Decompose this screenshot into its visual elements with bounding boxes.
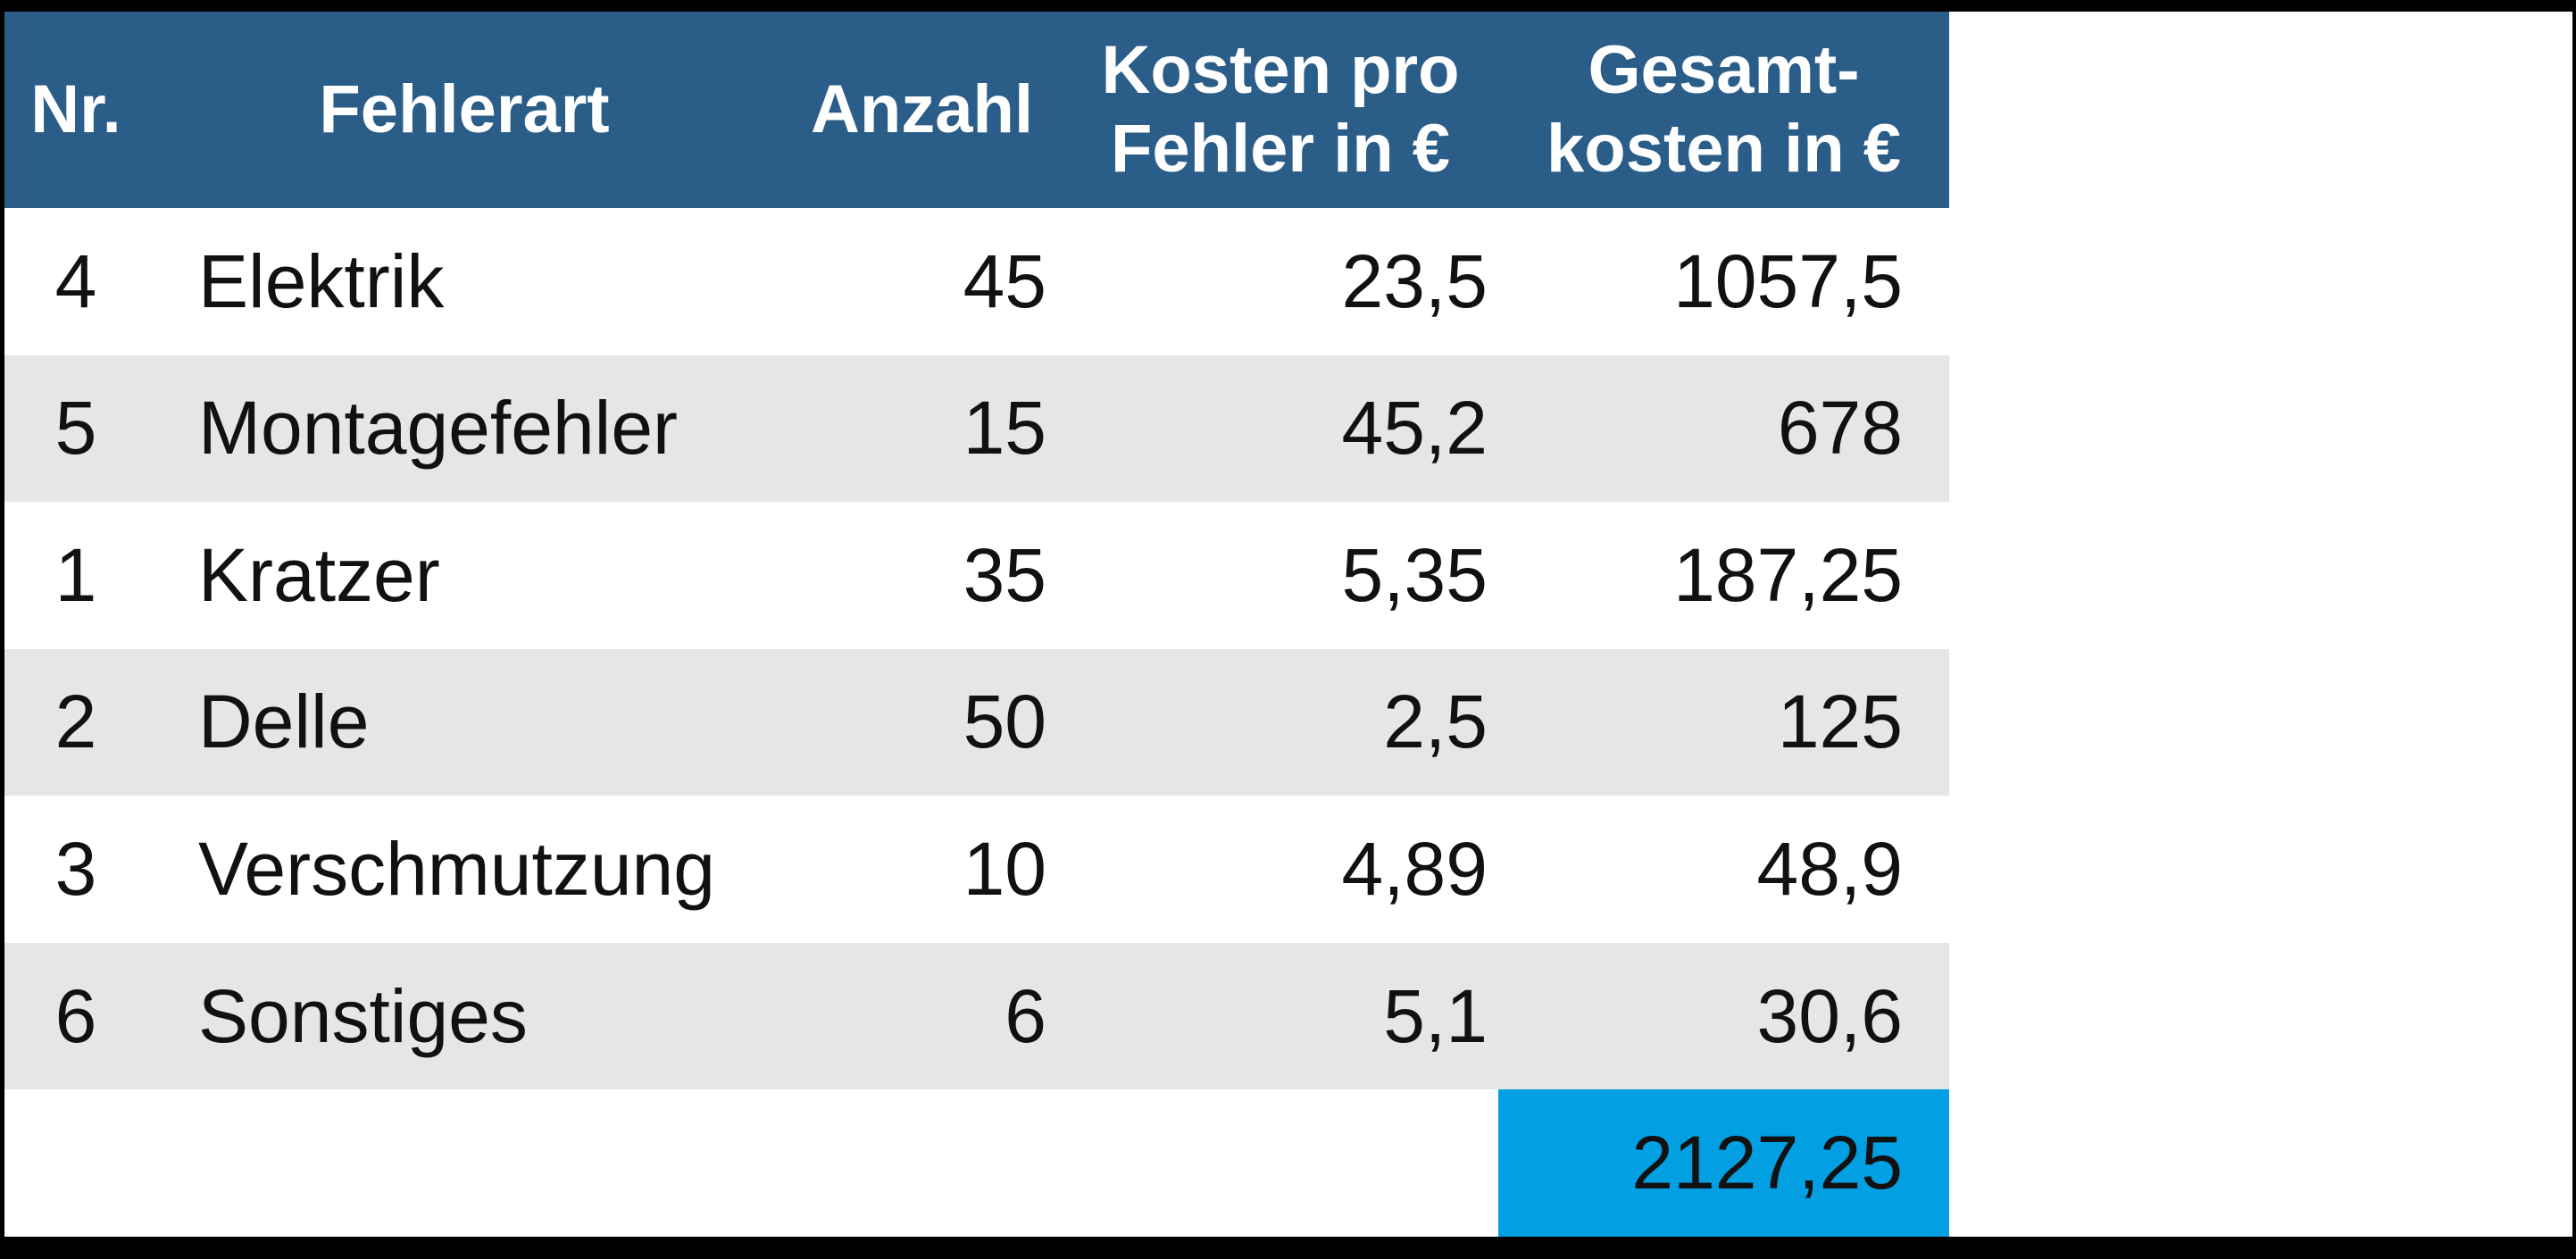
column-header-anzahl: Anzahl xyxy=(781,12,1063,208)
cell-nr: 4 xyxy=(4,208,147,355)
cell-kosten: 45,2 xyxy=(1063,354,1498,503)
total-row-spacer xyxy=(4,1089,147,1237)
column-header-nr: Nr. xyxy=(4,12,147,208)
cell-anzahl: 35 xyxy=(781,502,1063,649)
cell-kosten: 2,5 xyxy=(1063,648,1498,796)
column-header-fehlerart: Fehlerart xyxy=(147,12,781,208)
defect-cost-table: Nr. Fehlerart Anzahl Kosten pro Fehler i… xyxy=(4,12,1949,1237)
cell-kosten: 4,89 xyxy=(1063,796,1498,943)
cell-gesamt: 30,6 xyxy=(1498,942,1949,1090)
cell-kosten: 23,5 xyxy=(1063,208,1498,355)
cell-nr: 3 xyxy=(4,796,147,943)
total-row-spacer xyxy=(147,1089,781,1237)
total-row-spacer xyxy=(781,1089,1063,1237)
white-canvas: Nr. Fehlerart Anzahl Kosten pro Fehler i… xyxy=(4,12,2572,1237)
cell-nr: 5 xyxy=(4,354,147,503)
cell-fehlerart: Sonstiges xyxy=(147,942,781,1090)
cell-nr: 2 xyxy=(4,648,147,796)
column-header-gesamt: Gesamt- kosten in € xyxy=(1498,12,1949,208)
cell-nr: 6 xyxy=(4,942,147,1090)
cell-fehlerart: Verschmutzung xyxy=(147,796,781,943)
cell-gesamt: 48,9 xyxy=(1498,796,1949,943)
column-header-kosten: Kosten pro Fehler in € xyxy=(1063,12,1498,208)
total-gesamtkosten-value: 2127,25 xyxy=(1498,1089,1949,1237)
cell-gesamt: 187,25 xyxy=(1498,502,1949,649)
cell-nr: 1 xyxy=(4,502,147,649)
total-row-spacer xyxy=(1063,1089,1498,1237)
cell-fehlerart: Montagefehler xyxy=(147,354,781,503)
cell-kosten: 5,1 xyxy=(1063,942,1498,1090)
cell-anzahl: 50 xyxy=(781,648,1063,796)
cell-anzahl: 45 xyxy=(781,208,1063,355)
cell-kosten: 5,35 xyxy=(1063,502,1498,649)
cell-gesamt: 125 xyxy=(1498,648,1949,796)
cell-gesamt: 678 xyxy=(1498,354,1949,503)
cell-gesamt: 1057,5 xyxy=(1498,208,1949,355)
cell-fehlerart: Delle xyxy=(147,648,781,796)
cell-anzahl: 10 xyxy=(781,796,1063,943)
cell-fehlerart: Elektrik xyxy=(147,208,781,355)
cell-anzahl: 6 xyxy=(781,942,1063,1090)
cell-anzahl: 15 xyxy=(781,354,1063,503)
cell-fehlerart: Kratzer xyxy=(147,502,781,649)
